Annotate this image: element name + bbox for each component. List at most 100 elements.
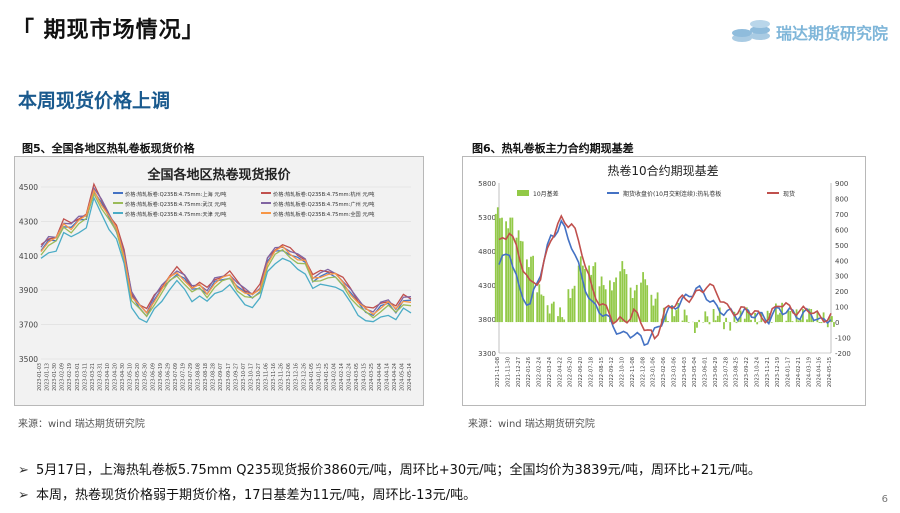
chart-title: 全国各地区热卷现货报价 xyxy=(146,167,291,183)
basis-bar xyxy=(633,290,636,323)
basis-bar xyxy=(635,284,638,323)
basis-bar xyxy=(808,308,810,323)
basis-bar xyxy=(806,319,808,323)
basis-bar xyxy=(546,305,549,323)
x-tick-label: 2023-08-18 xyxy=(203,363,209,391)
basis-bar xyxy=(706,316,709,323)
x-tick-label: 2023-07-29 xyxy=(188,363,194,391)
basis-bar xyxy=(542,295,545,323)
x-tick-label: 2023-11-26 xyxy=(279,363,285,391)
basis-bar xyxy=(548,313,551,323)
y-tick-label: 4300 xyxy=(19,217,38,226)
x-tick-label: 2024-01-15 xyxy=(316,363,322,391)
x-tick-label: 2023-12-06 xyxy=(286,363,292,391)
x-tick-label: 2023-05-04 xyxy=(692,356,698,387)
basis-bar xyxy=(816,312,819,323)
basis-bar xyxy=(818,322,821,323)
x-tick-label: 2023-07-28 xyxy=(723,357,729,387)
basis-bar xyxy=(745,307,748,323)
basis-bar xyxy=(675,310,678,323)
y-left-tick-label: 4300 xyxy=(478,282,496,290)
series-line xyxy=(40,192,412,319)
basis-bar xyxy=(517,230,520,322)
fig6-chart: 热卷10合约期现基差 5800 5300 4800 4300 3800 3300 900 800… xyxy=(463,157,865,405)
x-tick-label: 2024-02-04 xyxy=(331,363,337,391)
x-tick-label: 2024-03-05 xyxy=(354,363,360,391)
basis-bar xyxy=(496,207,499,323)
y-left-tick-label: 5800 xyxy=(478,180,496,188)
x-tick-label: 2023-03-31 xyxy=(97,363,103,391)
basis-bar xyxy=(611,290,613,323)
x-tick-label: 2024-02-14 xyxy=(339,363,345,391)
x-tick-label: 2023-10-17 xyxy=(248,363,254,391)
basis-bar xyxy=(646,285,649,323)
x-tick-label: 2023-11-06 xyxy=(264,363,270,391)
basis-bar xyxy=(718,307,721,323)
basis-bar xyxy=(494,213,497,323)
y-right-tick-label: 0 xyxy=(835,319,839,327)
x-tick-label: 2024-01-25 xyxy=(324,363,330,391)
y-left-tick-label: 3800 xyxy=(478,316,496,324)
x-tick-label: 2022-07-18 xyxy=(588,357,594,387)
basis-bar xyxy=(623,269,626,323)
basis-bar xyxy=(536,292,539,323)
basis-bar xyxy=(704,311,707,323)
x-tick-label: 2023-02-19 xyxy=(67,363,73,391)
basis-bar xyxy=(712,309,715,323)
basis-bar xyxy=(567,289,570,323)
basis-bar xyxy=(833,322,835,327)
section-title: 本周现货价格上调 xyxy=(18,90,171,112)
x-tick-label: 2024-03-25 xyxy=(369,363,375,391)
basis-bar xyxy=(640,282,642,322)
basis-bar xyxy=(557,316,559,323)
x-tick-label: 2023-05-10 xyxy=(128,363,134,391)
basis-bar xyxy=(725,317,727,322)
basis-bar xyxy=(592,266,595,323)
x-tick-label: 2024-05-14 xyxy=(407,363,413,391)
y-left-tick-label: 5300 xyxy=(478,214,496,222)
x-tick-label: 2023-09-07 xyxy=(218,363,224,391)
x-tick-label: 2023-08-08 xyxy=(196,363,202,391)
basis-bar xyxy=(735,322,738,324)
x-tick-label: 2023-01-03 xyxy=(37,363,43,391)
basis-bar xyxy=(621,261,624,322)
basis-bar xyxy=(802,309,804,323)
basis-bar xyxy=(644,279,647,322)
bullet-text: 本周，热卷现货价格弱于期货价格，17日基差为11元/吨，周环比-13元/吨。 xyxy=(36,488,477,503)
y-right-tick-label: 600 xyxy=(835,226,848,234)
fig5-source: 来源：wind 瑞达期货研究院 xyxy=(18,419,145,430)
arrow-bullet-icon: ➢ xyxy=(18,463,29,478)
x-tick-label: 2023-06-09 xyxy=(150,363,156,391)
basis-bar xyxy=(671,305,673,323)
basis-bar xyxy=(515,237,518,323)
x-tick-label: 2023-10-24 xyxy=(754,356,760,387)
x-tick-label: 2022-05-20 xyxy=(568,357,574,387)
basis-bar xyxy=(501,217,503,323)
bullet-text: 5月17日，上海热轧卷板5.75mm Q235现货报价3860元/吨，周环比+3… xyxy=(36,463,761,478)
x-tick-label: 2023-03-01 xyxy=(75,363,81,391)
basis-bar xyxy=(677,303,680,322)
x-tick-label: 2023-06-29 xyxy=(165,363,171,391)
x-tick-label: 2023-11-16 xyxy=(271,363,277,391)
x-tick-label: 2023-12-16 xyxy=(294,363,300,391)
basis-bar xyxy=(687,322,690,323)
legend-label: 价格:热轧板卷:Q235B:4.75mm:上海 元/吨 xyxy=(125,190,226,198)
basis-bar xyxy=(779,312,781,322)
basis-bar xyxy=(505,221,507,322)
basis-bar xyxy=(831,316,833,323)
x-tick-label: 2024-03-19 xyxy=(806,357,812,387)
x-tick-label: 2022-11-08 xyxy=(630,357,636,387)
x-tick-label: 2022-08-15 xyxy=(599,357,605,387)
basis-bar xyxy=(609,280,611,323)
basis-bar xyxy=(573,285,576,322)
basis-bar xyxy=(777,314,779,323)
basis-bar xyxy=(631,298,634,323)
basis-bar xyxy=(698,319,700,323)
spot-line xyxy=(498,214,832,341)
basis-bar xyxy=(681,320,684,322)
y-tick-label: 3500 xyxy=(19,355,38,364)
basis-bar xyxy=(723,322,725,330)
bullet-item: ➢ 5月17日，上海热轧卷板5.75mm Q235现货报价3860元/吨，周环比+… xyxy=(18,458,761,483)
x-tick-label: 2023-02-09 xyxy=(60,363,66,391)
x-tick-label: 2024-05-15 xyxy=(827,357,833,387)
